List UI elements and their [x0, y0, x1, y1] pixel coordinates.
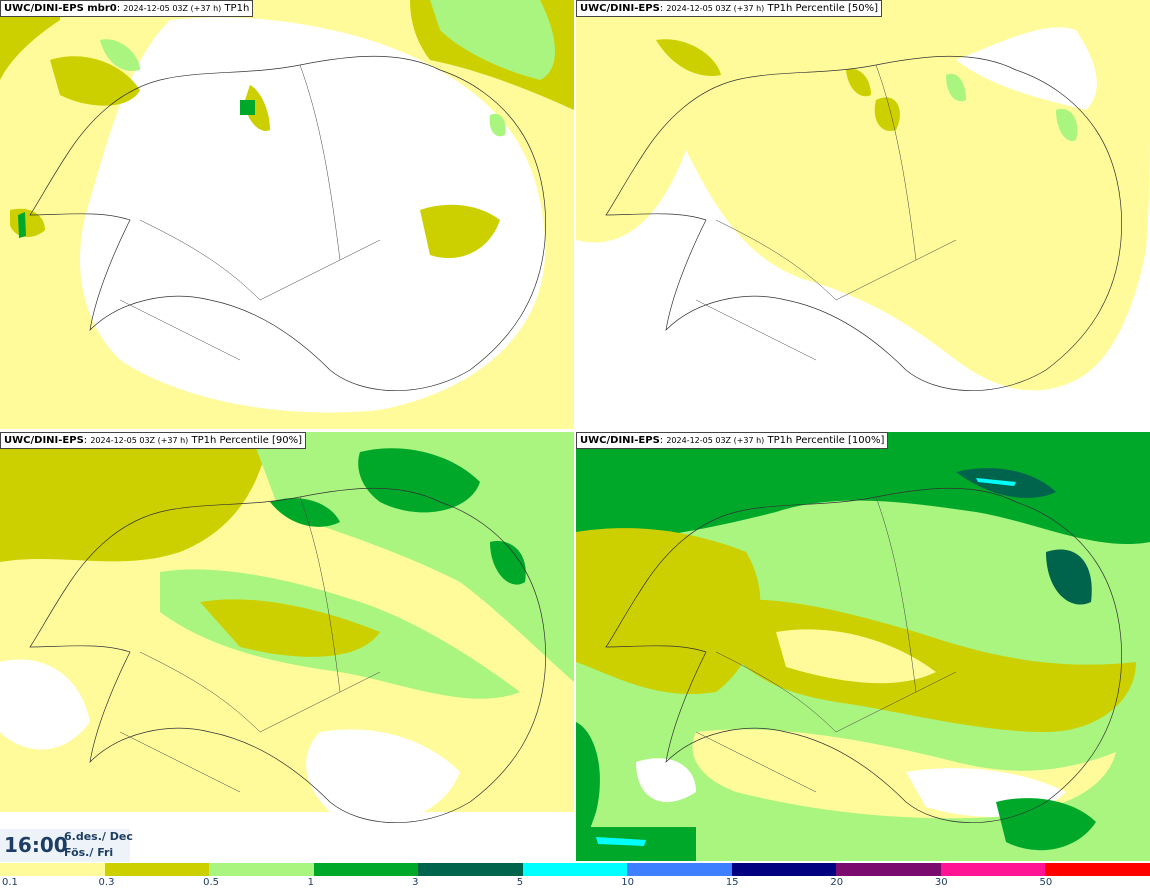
map-panel-p100: UWC/DINI-EPS: 2024-12-05 03Z (+37 h) TP1… [576, 432, 1150, 861]
legend-swatch [209, 863, 315, 876]
panel-field: TP1h Percentile [90%] [191, 435, 303, 446]
precip-map-p50 [576, 0, 1150, 429]
panel-field: TP1h [224, 3, 250, 14]
legend-swatch [731, 863, 837, 876]
legend-tick-label: 5 [516, 877, 524, 888]
panel-title: UWC/DINI-EPS: 2024-12-05 03Z (+37 h) TP1… [576, 432, 889, 449]
panel-source: UWC/DINI-EPS [580, 435, 660, 446]
legend-swatch [1045, 863, 1150, 876]
legend-tick-label: 20 [830, 877, 844, 888]
precip-map-member0 [0, 0, 574, 429]
map-panel-p90: UWC/DINI-EPS: 2024-12-05 03Z (+37 h) TP1… [0, 432, 574, 861]
legend-tick-label: 0.1 [2, 877, 18, 888]
panel-title: UWC/DINI-EPS: 2024-12-05 03Z (+37 h) TP1… [0, 432, 307, 449]
legend-swatch [0, 863, 105, 876]
legend-tick-label: 0.5 [203, 877, 219, 888]
legend-tick-label: 0.3 [98, 877, 115, 888]
panel-title: UWC/DINI-EPS mbr0: 2024-12-05 03Z (+37 h… [0, 0, 254, 17]
precip-map-p100 [576, 432, 1150, 861]
panel-run: 2024-12-05 03Z (+37 h) [666, 4, 765, 13]
legend-tick-label: 3 [412, 877, 419, 888]
precip-map-p90 [0, 432, 574, 861]
map-panel-p50: UWC/DINI-EPS: 2024-12-05 03Z (+37 h) TP1… [576, 0, 1150, 429]
panel-run: 2024-12-05 03Z (+37 h) [666, 436, 765, 445]
panel-source: UWC/DINI-EPS [4, 435, 84, 446]
valid-time: 16:00 [4, 833, 68, 857]
panel-field: TP1h Percentile [100%] [767, 435, 885, 446]
legend-swatch [418, 863, 524, 876]
legend-tick-label: 15 [725, 877, 739, 888]
valid-time-box [0, 829, 130, 862]
panel-run: 2024-12-05 03Z (+37 h) [90, 436, 189, 445]
panel-source: UWC/DINI-EPS mbr0 [4, 3, 117, 14]
legend-tick-label: 30 [934, 877, 948, 888]
legend-tick-label: 10 [621, 877, 634, 888]
valid-date-line1: 6.des./ Dec [64, 830, 133, 843]
legend-swatch [104, 863, 210, 876]
legend-swatch [313, 863, 419, 876]
legend-tick-label: 1 [307, 877, 314, 888]
panel-source: UWC/DINI-EPS [580, 3, 660, 14]
map-panel-member0: UWC/DINI-EPS mbr0: 2024-12-05 03Z (+37 h… [0, 0, 574, 429]
precip-color-legend: 0.1 0.3 0.5 1 3 5 10 15 20 30 50 [0, 863, 1150, 891]
valid-date-line2: Fös./ Fri [64, 846, 114, 859]
panel-run: 2024-12-05 03Z (+37 h) [123, 4, 222, 13]
legend-swatch [940, 863, 1046, 876]
legend-tick-label: 50 [1039, 877, 1053, 888]
panel-title: UWC/DINI-EPS: 2024-12-05 03Z (+37 h) TP1… [576, 0, 883, 17]
panel-separator [574, 0, 576, 862]
legend-swatch [522, 863, 628, 876]
panel-field: TP1h Percentile [50%] [767, 3, 879, 14]
legend-swatch [627, 863, 733, 876]
legend-swatch [836, 863, 942, 876]
